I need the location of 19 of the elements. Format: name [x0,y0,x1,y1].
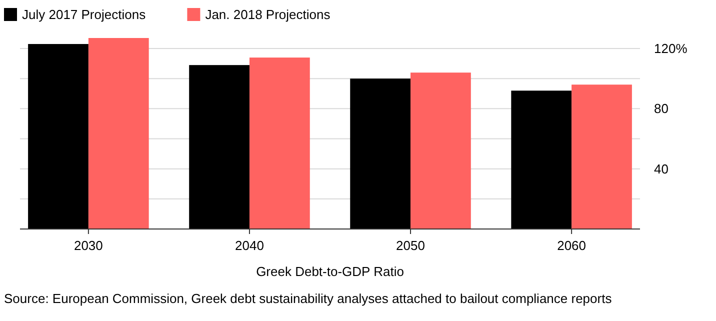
legend-label: July 2017 Projections [22,7,146,22]
bar [572,84,632,229]
x-tick-label: 2060 [557,238,586,253]
bar [350,78,411,229]
legend-label: Jan. 2018 Projections [205,7,331,22]
bar [189,65,250,229]
bar [511,90,572,229]
y-tick-label: 40 [654,161,668,176]
y-tick-label: 120% [654,41,688,56]
bar [249,58,310,229]
bar [88,38,149,229]
bar [410,72,471,229]
x-tick-label: 2050 [396,238,425,253]
x-tick-label: 2040 [235,238,264,253]
x-tick-label: 2030 [74,238,103,253]
y-tick-label: 80 [654,101,668,116]
bar [28,44,88,229]
source-note: Source: European Commission, Greek debt sustainability analyses attached to bailout compliance reports [4,291,612,306]
x-axis-title: Greek Debt-to-GDP Ratio [256,264,404,279]
